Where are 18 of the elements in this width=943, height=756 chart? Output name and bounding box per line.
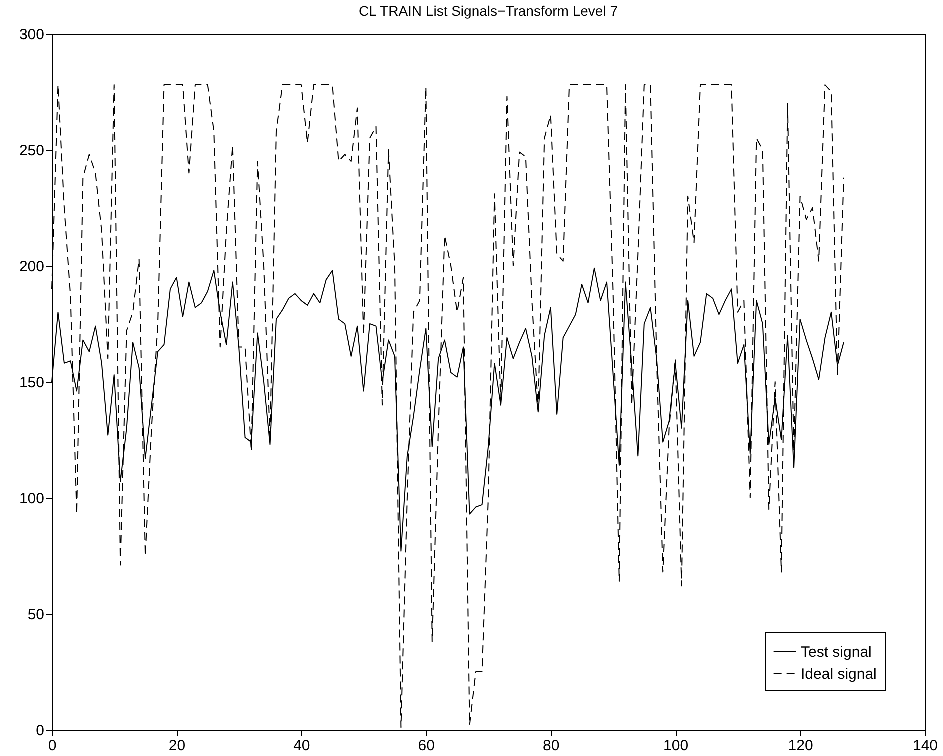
y-tick-label: 200	[19, 258, 44, 276]
x-tick-label: 0	[48, 738, 57, 754]
legend-label: Test signal	[801, 644, 872, 661]
x-tick-label: 40	[294, 738, 310, 754]
y-tick-label: 150	[19, 374, 44, 392]
x-tick-label: 140	[912, 738, 938, 754]
y-tick-label: 50	[28, 606, 44, 624]
chart-title: CL TRAIN List Signals−Transform Level 7	[359, 3, 618, 19]
legend-label: Ideal signal	[801, 666, 877, 683]
x-tick-label: 100	[664, 738, 689, 754]
y-tick-label: 250	[19, 142, 44, 160]
x-tick-label: 80	[543, 738, 560, 754]
x-tick-label: 60	[418, 738, 435, 754]
y-tick-label: 100	[19, 490, 44, 508]
x-tick-label: 120	[788, 738, 814, 754]
y-tick-label: 0	[36, 722, 44, 740]
y-tick-label: 300	[19, 26, 44, 44]
x-tick-label: 20	[168, 738, 186, 754]
